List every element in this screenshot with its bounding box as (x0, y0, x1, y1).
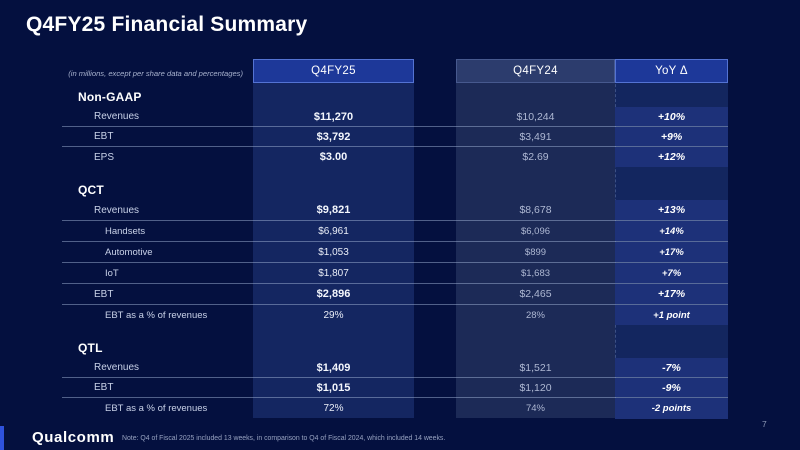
cell-q4fy24: $2.69 (522, 151, 549, 163)
cell-q4fy24: $3,491 (519, 130, 552, 143)
row-label: EBT as a % of revenues (105, 403, 208, 414)
cell-yoy: -9% (615, 378, 728, 397)
page-title: Q4FY25 Financial Summary (26, 13, 308, 36)
cell-yoy: +10% (615, 107, 728, 126)
cell-q4fy25: $9,821 (316, 204, 351, 216)
cell-yoy: +12% (615, 147, 728, 167)
table-rows: Non-GAAP Revenues $11,270 $10,244 +10% E… (62, 83, 728, 419)
cell-q4fy25: $2,896 (316, 288, 351, 300)
cell-q4fy24: $2,465 (519, 288, 552, 300)
cell-q4fy24: 28% (525, 309, 545, 321)
cell-yoy: +1 point (615, 305, 728, 325)
table-row: EBT $3,792 $3,491 +9% (62, 127, 728, 147)
section-label: Non-GAAP (78, 90, 142, 104)
cell-yoy: +17% (615, 284, 728, 304)
cell-q4fy24: $6,096 (520, 225, 551, 237)
column-band-q4fy25 (253, 59, 414, 418)
cell-yoy: -2 points (615, 398, 728, 419)
section-header-non-gaap: Non-GAAP (62, 87, 728, 107)
row-label: Handsets (105, 225, 146, 237)
cell-q4fy24: $1,683 (520, 267, 551, 279)
column-header-q4fy25: Q4FY25 (253, 59, 414, 83)
cell-q4fy25: 72% (323, 403, 344, 414)
section-header-qtl: QTL (62, 338, 728, 358)
cell-q4fy25: $1,807 (318, 267, 349, 279)
table-row: Automotive $1,053 $899 +17% (62, 242, 728, 263)
table-row: Revenues $1,409 $1,521 -7% (62, 358, 728, 378)
cell-yoy: +17% (615, 242, 728, 262)
cell-q4fy25: $1,409 (316, 361, 351, 374)
table-row: EPS $3.00 $2.69 +12% (62, 147, 728, 167)
table-row: Revenues $11,270 $10,244 +10% (62, 107, 728, 127)
cell-q4fy25: $11,270 (313, 110, 354, 123)
page-number: 7 (762, 419, 767, 429)
table-row: Handsets $6,961 $6,096 +14% (62, 221, 728, 242)
cell-yoy: +14% (615, 221, 728, 241)
cell-yoy: +13% (615, 200, 728, 220)
row-label: Automotive (105, 246, 153, 258)
footnote: Note: Q4 of Fiscal 2025 included 13 week… (122, 434, 446, 442)
row-label: EPS (94, 151, 115, 163)
cell-yoy: -7% (615, 358, 728, 377)
column-band-q4fy24 (456, 59, 615, 418)
section-header-qct: QCT (62, 180, 728, 200)
cell-q4fy24: $10,244 (516, 110, 555, 123)
cell-q4fy25: $6,961 (318, 225, 349, 237)
row-label: EBT (94, 382, 114, 393)
cell-q4fy25: $3.00 (319, 151, 348, 163)
table-row: EBT $1,015 $1,120 -9% (62, 378, 728, 398)
row-label: EBT (94, 288, 114, 300)
column-header-yoy: YoY Δ (615, 59, 728, 83)
column-header-q4fy24: Q4FY24 (456, 59, 615, 83)
cell-q4fy25: $3,792 (316, 130, 351, 143)
units-note: (in millions, except per share data and … (68, 69, 243, 78)
cell-yoy: +7% (615, 263, 728, 283)
financial-summary-table: Q4FY25 Q4FY24 YoY Δ Non-GAAP Revenues $1… (62, 59, 728, 419)
row-label: Revenues (94, 111, 140, 122)
cell-q4fy24: $1,120 (519, 381, 552, 394)
section-label: QCT (78, 183, 104, 197)
cell-q4fy25: $1,015 (316, 381, 351, 394)
qualcomm-logo: Qualcomm (32, 429, 115, 446)
table-row: EBT as a % of revenues 29% 28% +1 point (62, 305, 728, 325)
table-row: IoT $1,807 $1,683 +7% (62, 263, 728, 284)
cell-q4fy24: 74% (525, 403, 545, 414)
cell-q4fy25: $1,053 (318, 246, 349, 258)
footer-accent-bar (0, 426, 4, 450)
cell-q4fy25: 29% (323, 309, 344, 321)
cell-q4fy24: $1,521 (519, 361, 552, 374)
table-row: Revenues $9,821 $8,678 +13% (62, 200, 728, 221)
table-row: EBT as a % of revenues 72% 74% -2 points (62, 398, 728, 419)
section-label: QTL (78, 341, 103, 355)
row-label: Revenues (94, 204, 140, 216)
row-label: EBT as a % of revenues (105, 309, 208, 321)
table-row: EBT $2,896 $2,465 +17% (62, 284, 728, 305)
cell-q4fy24: $899 (524, 246, 547, 258)
cell-yoy: +9% (615, 127, 728, 146)
cell-q4fy24: $8,678 (519, 204, 552, 216)
row-label: EBT (94, 131, 114, 142)
row-label: Revenues (94, 362, 140, 373)
row-label: IoT (105, 267, 119, 279)
